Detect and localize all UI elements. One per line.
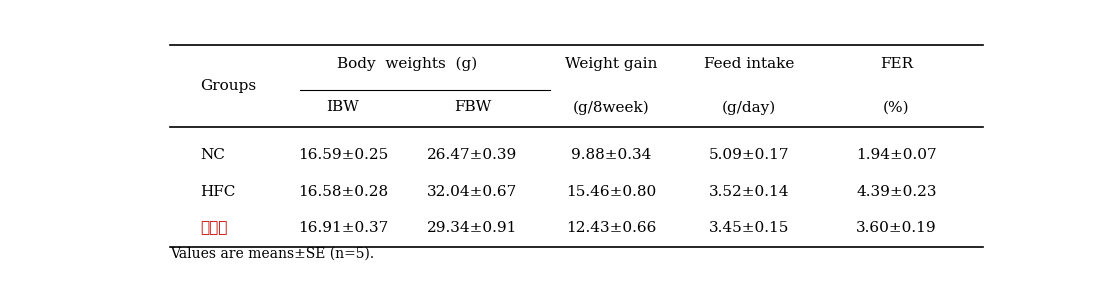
Text: Feed intake: Feed intake <box>704 57 795 71</box>
Text: 5.09±0.17: 5.09±0.17 <box>709 148 789 162</box>
Text: (g/day): (g/day) <box>722 100 777 115</box>
Text: 9.88±0.34: 9.88±0.34 <box>570 148 651 162</box>
Text: 12.43±0.66: 12.43±0.66 <box>566 221 656 235</box>
Text: 3.45±0.15: 3.45±0.15 <box>709 221 789 235</box>
Text: 29.34±0.91: 29.34±0.91 <box>427 221 518 235</box>
Text: 26.47±0.39: 26.47±0.39 <box>427 148 518 162</box>
Text: 1.94±0.07: 1.94±0.07 <box>856 148 936 162</box>
Text: NC: NC <box>200 148 225 162</box>
Text: Values are means±SE (n=5).: Values are means±SE (n=5). <box>170 247 374 261</box>
Text: 32.04±0.67: 32.04±0.67 <box>427 185 518 199</box>
Text: HFC: HFC <box>200 185 235 199</box>
Text: Body  weights  (g): Body weights (g) <box>337 57 478 71</box>
Text: Weight gain: Weight gain <box>565 57 657 71</box>
Text: (g/8week): (g/8week) <box>573 100 650 115</box>
Text: FER: FER <box>879 57 913 71</box>
Text: 16.58±0.28: 16.58±0.28 <box>298 185 388 199</box>
Text: IBW: IBW <box>326 100 359 114</box>
Text: 4.39±0.23: 4.39±0.23 <box>856 185 936 199</box>
Text: 3.60±0.19: 3.60±0.19 <box>856 221 936 235</box>
Text: 사칠쾽: 사칠쾽 <box>200 221 228 235</box>
Text: (%): (%) <box>883 100 910 114</box>
Text: Groups: Groups <box>200 79 257 93</box>
Text: 16.59±0.25: 16.59±0.25 <box>298 148 388 162</box>
Text: FBW: FBW <box>454 100 491 114</box>
Text: 16.91±0.37: 16.91±0.37 <box>298 221 388 235</box>
Text: 3.52±0.14: 3.52±0.14 <box>709 185 789 199</box>
Text: 15.46±0.80: 15.46±0.80 <box>566 185 656 199</box>
